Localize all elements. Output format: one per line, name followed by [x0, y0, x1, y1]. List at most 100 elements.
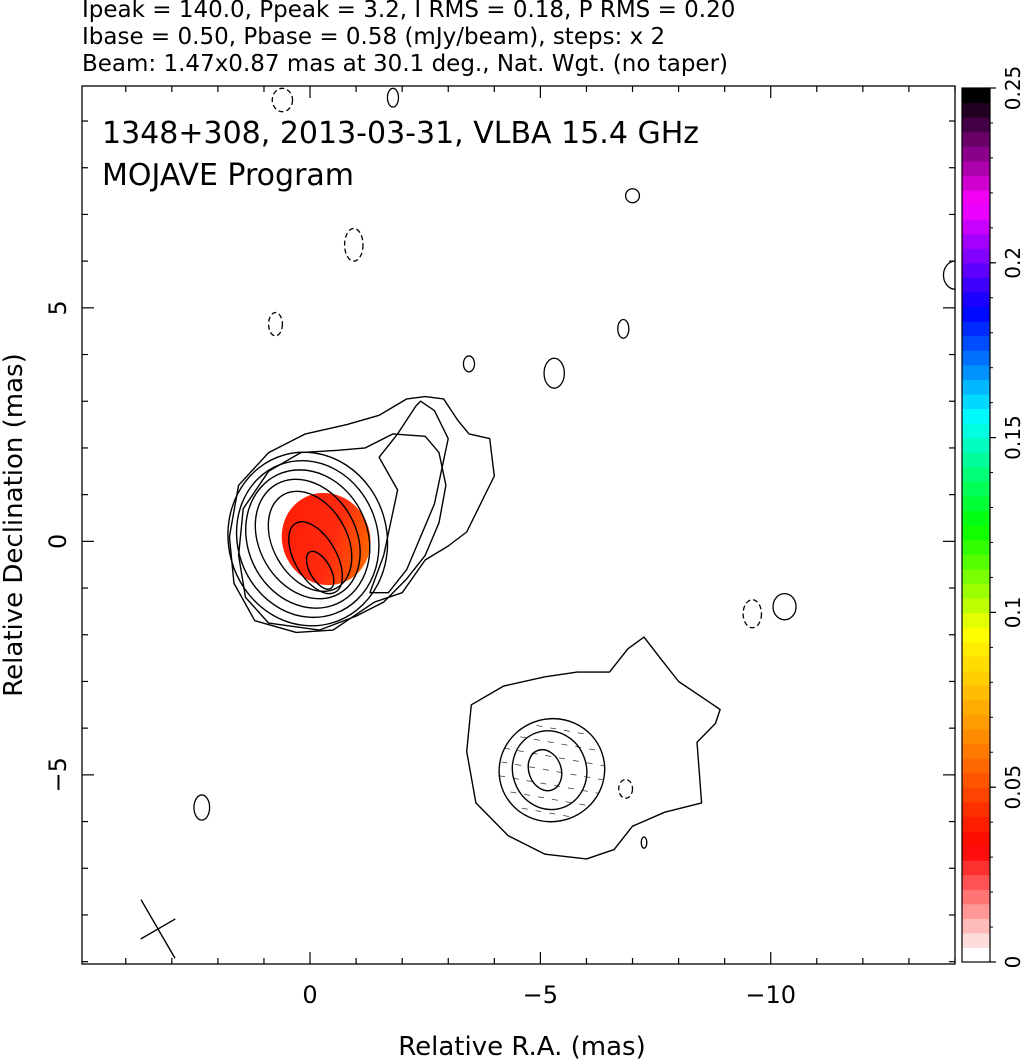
noise-contour — [462, 355, 476, 373]
colorbar-segment — [962, 262, 990, 278]
colorbar-segment — [962, 379, 990, 395]
colorbar-segment — [962, 102, 990, 118]
colorbar-segment — [962, 918, 990, 934]
noise-contour — [193, 794, 211, 821]
colorbar-segment — [962, 248, 990, 264]
colorbar-segment — [962, 175, 990, 191]
colorbar-segment — [962, 204, 990, 220]
core-contour — [267, 490, 353, 593]
colorbar-segment — [962, 350, 990, 366]
jet-contour — [228, 395, 495, 634]
colorbar-segment — [962, 437, 990, 453]
colorbar-segment — [962, 291, 990, 308]
colorbar-segment — [962, 947, 990, 963]
colorbar-segment — [962, 874, 990, 890]
colorbar-segment — [962, 393, 990, 410]
southern-component-contour — [511, 730, 588, 811]
colorbar-segment — [962, 117, 990, 133]
colorbar-segment — [962, 597, 990, 613]
colorbar-segment — [962, 772, 990, 788]
noise-contour — [640, 836, 648, 849]
colorbar-segment — [962, 539, 990, 555]
colorbar-segment — [962, 452, 990, 468]
jet-contour — [237, 433, 447, 631]
southern-component-outer-contour — [466, 636, 721, 860]
colorbar-segment — [962, 801, 990, 817]
colorbar-segment — [962, 146, 990, 162]
header-line-3: Beam: 1.47x0.87 mas at 30.1 deg., Nat. W… — [82, 51, 728, 77]
core-contour — [288, 521, 344, 595]
noise-contour-negative — [343, 227, 364, 262]
jet-contour — [369, 400, 449, 594]
colorbar-segment — [962, 233, 990, 249]
colorbar-segment — [962, 743, 990, 759]
colorbar-frame — [961, 87, 991, 963]
y-tick-label: 5 — [44, 300, 72, 315]
colorbar-segment — [962, 160, 990, 176]
colorbar-segment — [962, 306, 990, 322]
axes: 0 −5 −10 5 0 −5 — [44, 86, 956, 1009]
noise-contour — [386, 87, 400, 108]
colorbar-segment — [962, 845, 990, 861]
colorbar-segment — [962, 364, 990, 380]
plot-area — [140, 87, 955, 959]
core-contour — [245, 469, 371, 609]
colorbar-segment — [962, 525, 990, 541]
x-tick-label: −10 — [745, 981, 796, 1009]
noise-contour — [624, 188, 641, 204]
colorbar-segment — [962, 554, 990, 570]
colorbar-segment — [962, 656, 990, 672]
noise-contour-negative — [742, 599, 763, 629]
colorbar-tick-label: 0.2 — [1001, 247, 1022, 279]
colorbar-segment — [962, 189, 990, 206]
x-tick-label: 0 — [302, 981, 317, 1009]
colorbar-segment — [962, 889, 990, 905]
colorbar-tick-label: 0.25 — [1001, 66, 1022, 111]
beam-minor-axis — [140, 918, 176, 940]
colorbar-segment — [962, 714, 990, 730]
colorbar-segment — [962, 612, 990, 628]
colorbar-segment — [962, 685, 990, 701]
colorbar-segment — [962, 787, 990, 803]
y-tick-label: 0 — [44, 534, 72, 549]
plot-content — [140, 87, 955, 959]
core-contour — [254, 478, 361, 600]
noise-contour-negative — [271, 87, 294, 113]
x-tick-label: −5 — [523, 981, 558, 1009]
colorbar-segment — [962, 641, 990, 657]
x-axis-label: Relative R.A. (mas) — [398, 1032, 645, 1061]
colorbar-segment — [962, 830, 990, 847]
colorbar-segment — [962, 219, 990, 235]
chart-annotation-line1: 1348+308, 2013-03-31, VLBA 15.4 GHz — [102, 116, 699, 151]
colorbar-tick-label: 0.1 — [1001, 596, 1022, 628]
colorbar-segment — [962, 670, 990, 686]
colorbar-segment — [962, 699, 990, 715]
colorbar-segment — [962, 728, 990, 745]
noise-contour-negative — [267, 311, 284, 337]
chart-annotation-line2: MOJAVE Program — [102, 158, 354, 193]
colorbar-segment — [962, 816, 990, 832]
colorbar-segment — [962, 408, 990, 424]
colorbar-segment — [962, 626, 990, 643]
header-line-1: Ipeak = 140.0, Ppeak = 3.2, I RMS = 0.18… — [82, 0, 736, 23]
colorbar-segment — [962, 88, 990, 104]
colorbar-segment — [962, 903, 990, 919]
colorbar-segment — [962, 495, 990, 512]
noise-contour — [772, 593, 797, 621]
colorbar-segment — [962, 583, 990, 599]
colorbar-segment — [962, 510, 990, 526]
southern-component-contour — [527, 748, 563, 792]
colorbar-tick-label: 0.15 — [1001, 415, 1022, 460]
colorbar-segment — [962, 932, 990, 949]
colorbar-segment — [962, 335, 990, 351]
colorbar-tick-label: 0.05 — [1001, 765, 1022, 810]
colorbar: 0 0.05 0.1 0.15 0.2 0.25 — [961, 66, 1022, 969]
y-axis-label: Relative Declination (mas) — [0, 353, 29, 696]
colorbar-tick-label: 0 — [1001, 956, 1022, 969]
plot-frame — [81, 85, 956, 965]
noise-contour — [617, 318, 630, 339]
colorbar-segment — [962, 860, 990, 876]
noise-contour — [543, 357, 565, 389]
colorbar-segment — [962, 481, 990, 497]
colorbar-segment — [962, 321, 990, 337]
